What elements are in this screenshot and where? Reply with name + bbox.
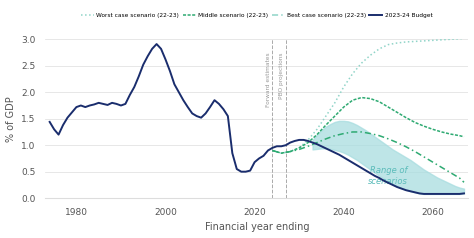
X-axis label: Financial year ending: Financial year ending [205, 223, 309, 233]
Legend: Worst case scenario (22-23), Middle scenario (22-23), Best case scenario (22-23): Worst case scenario (22-23), Middle scen… [79, 10, 435, 20]
Text: PBO projections: PBO projections [280, 53, 284, 99]
Text: Forward estimates: Forward estimates [266, 53, 271, 107]
Y-axis label: % of GDP: % of GDP [6, 96, 16, 142]
Text: Range of
scenarios: Range of scenarios [368, 166, 408, 186]
